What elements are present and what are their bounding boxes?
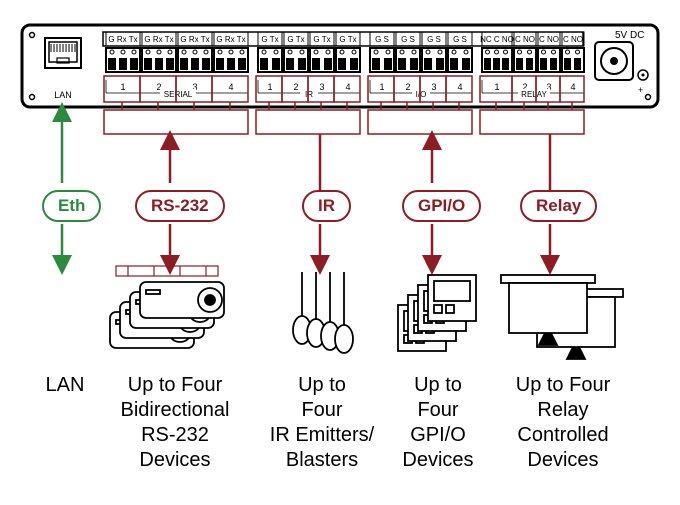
- power-jack: 5V DC +: [595, 30, 648, 95]
- svg-text:G Tx: G Tx: [339, 35, 356, 44]
- eth-pill: Eth: [42, 190, 101, 222]
- ir-pill: IR: [302, 190, 351, 222]
- svg-text:G Rx Tx: G Rx Tx: [180, 35, 209, 44]
- svg-text:C NO: C NO: [539, 35, 559, 44]
- rs232-pill: RS-232: [135, 190, 225, 222]
- svg-text:2: 2: [293, 82, 298, 92]
- gpio-caption: Up to Four GPI/O Devices: [388, 373, 488, 473]
- io-blocks: G S G S G S G S 1 2 3 4: [370, 32, 472, 99]
- svg-text:3: 3: [431, 82, 436, 92]
- gpio-devices-icon: [398, 275, 476, 351]
- svg-text:G Tx: G Tx: [313, 35, 330, 44]
- svg-text:C NO: C NO: [515, 35, 535, 44]
- svg-text:G Tx: G Tx: [287, 35, 304, 44]
- gpio-pill: GPI/O: [402, 190, 481, 222]
- svg-text:4: 4: [570, 82, 575, 92]
- svg-text:G S: G S: [453, 35, 467, 44]
- relay-screens-icon: [501, 275, 623, 359]
- serial-blocks: G Rx Tx G Rx Tx G Rx Tx G Rx Tx 1: [106, 32, 248, 99]
- svg-text:G Rx Tx: G Rx Tx: [216, 35, 245, 44]
- svg-text:C NO: C NO: [563, 35, 583, 44]
- svg-text:SERIAL: SERIAL: [164, 90, 193, 99]
- svg-text:4: 4: [345, 82, 350, 92]
- relay-blocks: NC C NO C NO C NO C NO 1 2 3: [480, 32, 584, 99]
- svg-text:G S: G S: [401, 35, 415, 44]
- svg-text:I/O: I/O: [416, 90, 427, 99]
- svg-text:G Rx Tx: G Rx Tx: [108, 35, 137, 44]
- svg-text:+: +: [638, 85, 643, 95]
- svg-text:2: 2: [405, 82, 410, 92]
- svg-text:1: 1: [120, 82, 125, 92]
- svg-text:1: 1: [379, 82, 384, 92]
- projectors-icon: [110, 266, 224, 348]
- svg-text:1: 1: [267, 82, 272, 92]
- relay-caption: Up to Four Relay Controlled Devices: [498, 373, 628, 473]
- ir-emitters-icon: [293, 272, 353, 353]
- svg-text:NC C NO: NC C NO: [480, 35, 514, 44]
- svg-text:4: 4: [457, 82, 462, 92]
- svg-text:IR: IR: [305, 90, 313, 99]
- red-brackets: [104, 76, 584, 134]
- svg-text:RELAY: RELAY: [521, 90, 547, 99]
- lan-caption: LAN: [30, 373, 100, 398]
- svg-text:4: 4: [228, 82, 233, 92]
- rs232-caption: Up to Four Bidirectional RS-232 Devices: [105, 373, 245, 473]
- svg-text:5V DC: 5V DC: [615, 30, 644, 41]
- svg-text:G S: G S: [375, 35, 389, 44]
- ir-blocks: G Tx G Tx G Tx G Tx 1 2 3: [258, 32, 360, 99]
- lan-port-label: LAN: [54, 90, 72, 100]
- svg-text:1: 1: [494, 82, 499, 92]
- svg-text:G Rx Tx: G Rx Tx: [144, 35, 173, 44]
- svg-text:G Tx: G Tx: [261, 35, 278, 44]
- relay-pill: Relay: [520, 190, 597, 222]
- ir-caption: Up to Four IR Emitters/ Blasters: [257, 373, 387, 473]
- svg-text:3: 3: [319, 82, 324, 92]
- svg-text:G S: G S: [427, 35, 441, 44]
- lan-port: LAN: [45, 38, 81, 100]
